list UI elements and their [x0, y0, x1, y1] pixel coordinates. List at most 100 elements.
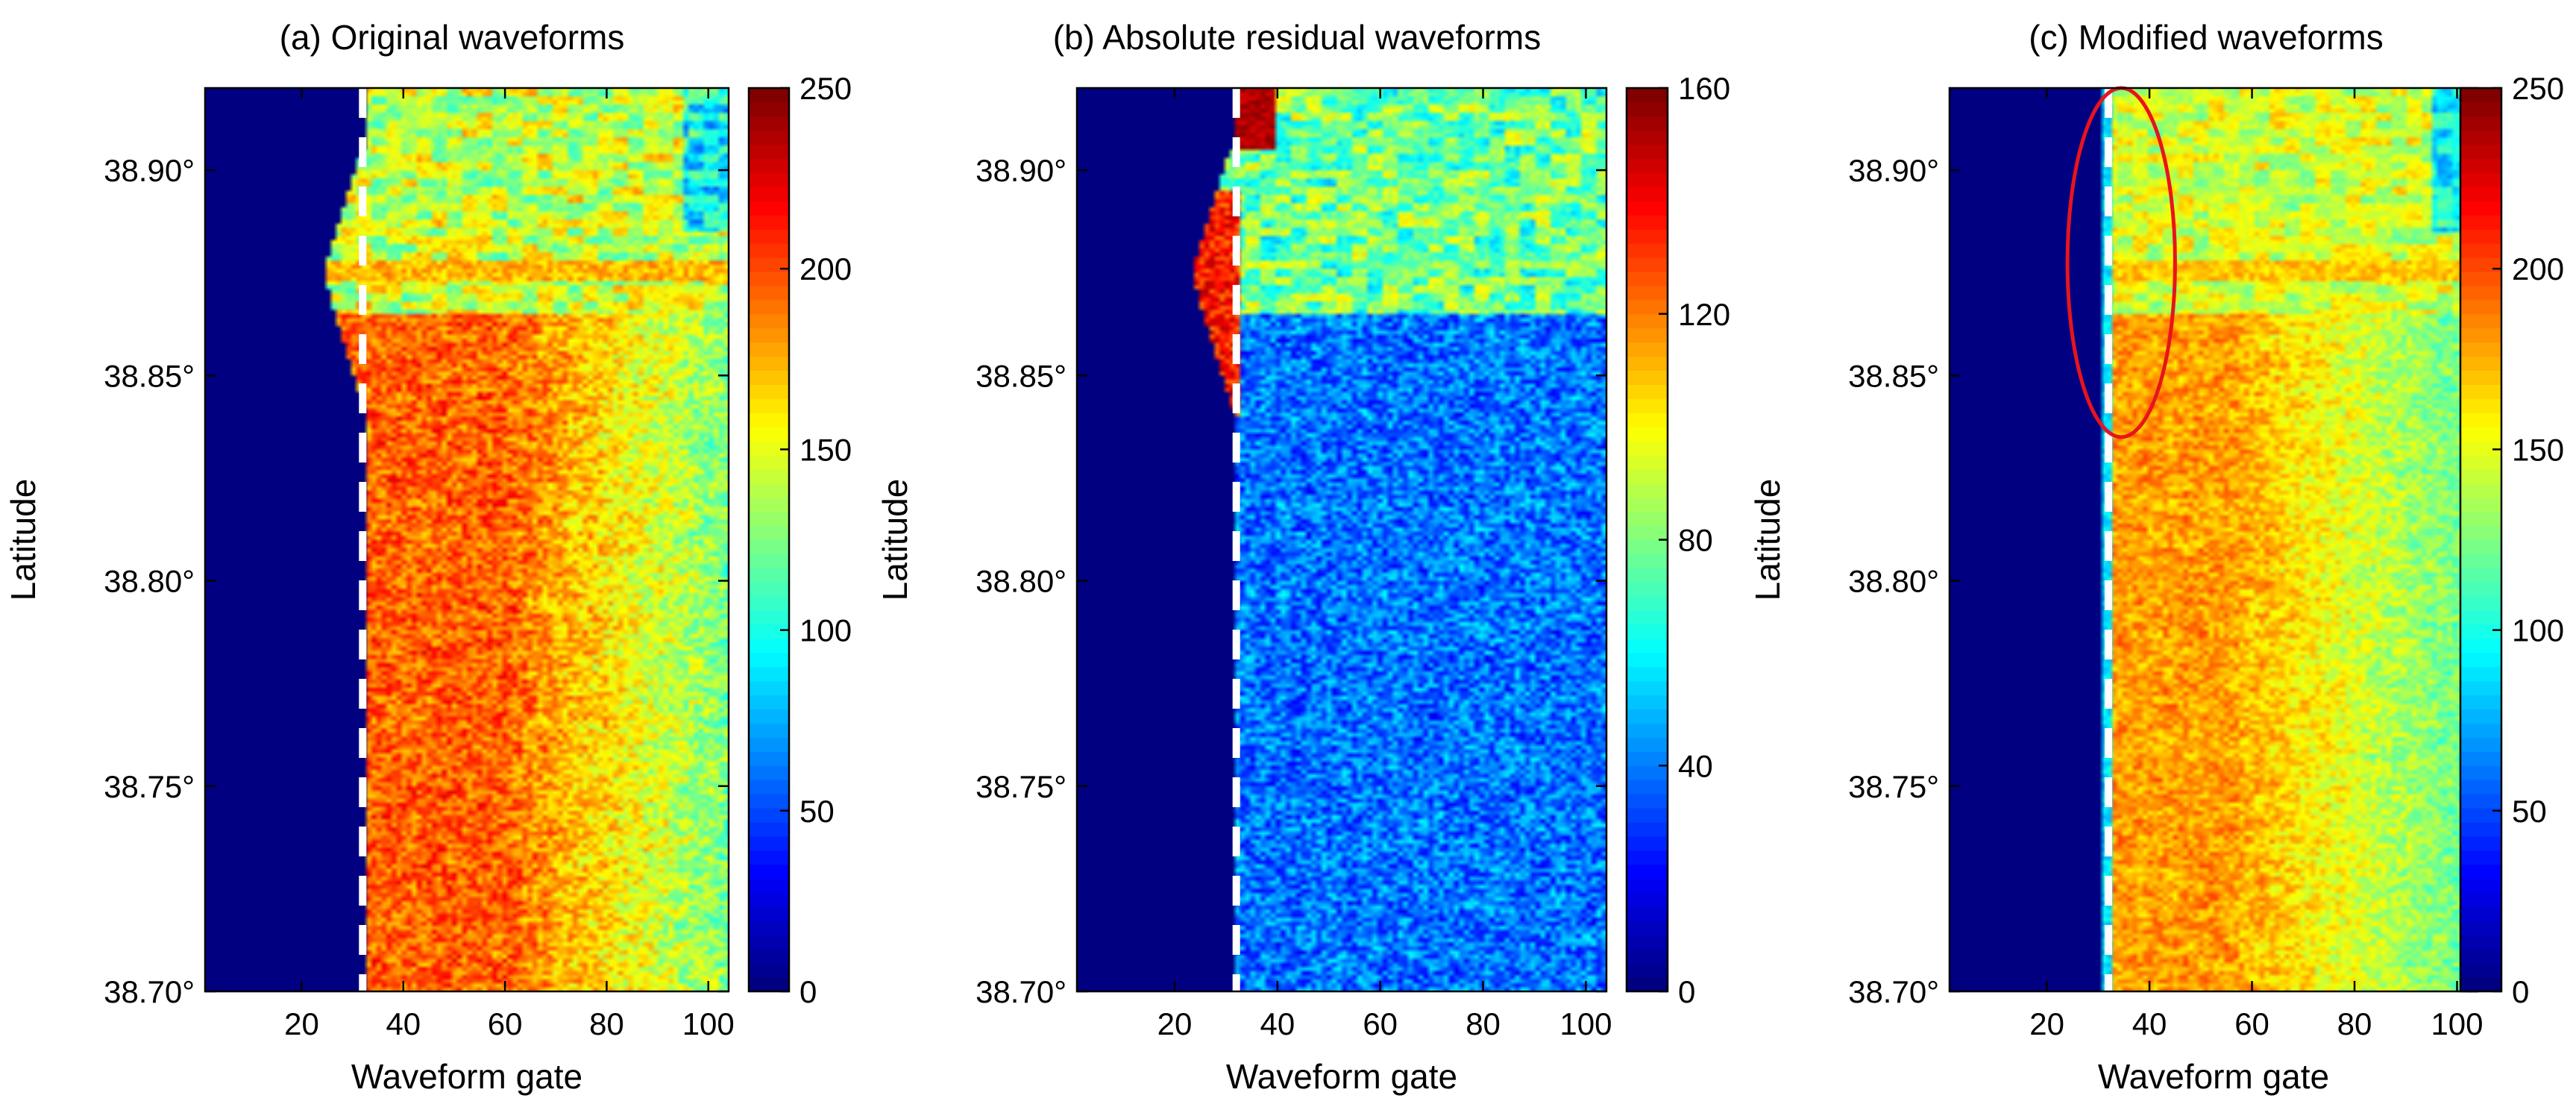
y-tick-label: 38.85°	[1848, 358, 1939, 393]
colorbar-segment	[749, 977, 789, 992]
colorbar-segment	[2460, 963, 2501, 978]
colorbar-segment	[2460, 88, 2501, 103]
x-tick-label: 100	[682, 1006, 735, 1041]
colorbar-segment	[749, 398, 789, 413]
colorbar-segment	[749, 596, 789, 611]
colorbar-segment	[1627, 441, 1668, 456]
colorbar-segment	[2460, 356, 2501, 371]
colorbar-segment	[749, 285, 789, 301]
colorbar-tick-label: 250	[2512, 71, 2564, 106]
colorbar-segment	[2460, 680, 2501, 696]
colorbar-tick-label: 160	[1678, 71, 1730, 106]
colorbar-segment	[749, 666, 789, 682]
colorbar-segment	[2460, 568, 2501, 583]
colorbar-segment	[1627, 709, 1668, 724]
colorbar-segment	[1627, 582, 1668, 597]
colorbar-segment	[749, 892, 789, 908]
colorbar-segment	[2460, 921, 2501, 935]
colorbar-segment	[749, 864, 789, 880]
colorbar-segment	[749, 356, 789, 371]
colorbar-segment	[749, 737, 789, 752]
colorbar-segment	[1627, 454, 1668, 470]
panel-2: 20 40 60 80 100 38.70° 38.75° 38.80° 38.85° 38.90…	[876, 18, 1730, 1096]
x-tick-label: 100	[1559, 1006, 1612, 1041]
colorbar-segment	[1627, 921, 1668, 935]
colorbar-segment	[2460, 327, 2501, 343]
colorbar-segment	[749, 765, 789, 780]
heatmap-image	[1077, 88, 1606, 991]
x-tick-label: 20	[2029, 1006, 2064, 1041]
colorbar-tick-label: 0	[1678, 974, 1695, 1009]
colorbar-segment	[2460, 483, 2501, 498]
colorbar-segment	[1627, 243, 1668, 258]
colorbar-segment	[2460, 215, 2501, 230]
y-tick-label: 38.90°	[1848, 153, 1939, 188]
x-tick-label: 60	[2234, 1006, 2269, 1041]
x-tick-label: 20	[284, 1006, 319, 1041]
colorbar-segment	[1627, 101, 1668, 117]
colorbar-segment	[1627, 596, 1668, 611]
colorbar-segment	[1627, 808, 1668, 823]
colorbar-segment	[1627, 977, 1668, 992]
colorbar-segment	[2460, 582, 2501, 597]
x-tick-label: 40	[1260, 1006, 1295, 1041]
colorbar-segment	[1627, 158, 1668, 174]
colorbar-segment	[2460, 864, 2501, 880]
y-tick-label: 38.80°	[104, 564, 195, 599]
colorbar-segment	[2460, 624, 2501, 639]
colorbar-segment	[2460, 370, 2501, 385]
colorbar-segment	[2460, 285, 2501, 301]
colorbar-segment	[2460, 441, 2501, 456]
colorbar-segment	[749, 144, 789, 160]
panel-3: 20 40 60 80 100 38.70° 38.75° 38.80° 38.85° 38.90…	[1748, 18, 2564, 1096]
colorbar-segment	[749, 821, 789, 837]
colorbar-segment	[2460, 172, 2501, 188]
colorbar-segment	[749, 794, 789, 809]
colorbar-tick-label: 200	[2512, 251, 2564, 286]
colorbar-segment	[749, 906, 789, 921]
colorbar-segment	[1627, 610, 1668, 625]
colorbar-tick-label: 0	[799, 974, 817, 1009]
colorbar-segment	[2460, 765, 2501, 780]
colorbar-segment	[2460, 201, 2501, 216]
colorbar-frame	[747, 87, 791, 993]
colorbar-segment	[1627, 539, 1668, 555]
colorbar-segment	[1627, 497, 1668, 512]
colorbar-tick-label: 50	[2512, 794, 2547, 829]
colorbar-segment	[749, 568, 789, 583]
colorbar-segment	[1627, 780, 1668, 794]
colorbar-segment	[1627, 398, 1668, 413]
colorbar-segment	[1627, 130, 1668, 145]
colorbar-segment	[2460, 751, 2501, 766]
y-tick-label: 38.80°	[976, 564, 1066, 599]
colorbar-segment	[749, 751, 789, 766]
colorbar-segment	[749, 511, 789, 527]
colorbar-segment	[1627, 186, 1668, 201]
colorbar-segment	[2460, 468, 2501, 484]
colorbar-segment	[749, 158, 789, 174]
colorbar-segment	[1627, 327, 1668, 343]
colorbar-segment	[2460, 709, 2501, 724]
colorbar-segment	[2460, 497, 2501, 512]
colorbar-segment	[2460, 808, 2501, 823]
x-tick-label: 60	[1363, 1006, 1398, 1041]
colorbar-segment	[2460, 186, 2501, 201]
colorbar-segment	[1627, 723, 1668, 739]
colorbar-segment	[749, 327, 789, 343]
colorbar-segment	[2460, 737, 2501, 752]
colorbar-segment	[1627, 229, 1668, 244]
colorbar-segment	[1627, 821, 1668, 837]
colorbar-tick-label: 0	[2512, 974, 2529, 1009]
x-tick-label: 20	[1157, 1006, 1193, 1041]
colorbar-segment	[2460, 723, 2501, 739]
colorbar-segment	[2460, 850, 2501, 865]
colorbar-segment	[749, 554, 789, 568]
colorbar-segment	[1627, 765, 1668, 780]
colorbar-segment	[2460, 794, 2501, 809]
colorbar-segment	[2460, 427, 2501, 442]
colorbar-segment	[749, 695, 789, 710]
colorbar-segment	[2460, 511, 2501, 527]
colorbar-segment	[749, 201, 789, 216]
colorbar-segment	[2460, 313, 2501, 329]
colorbar-segment	[2460, 977, 2501, 992]
